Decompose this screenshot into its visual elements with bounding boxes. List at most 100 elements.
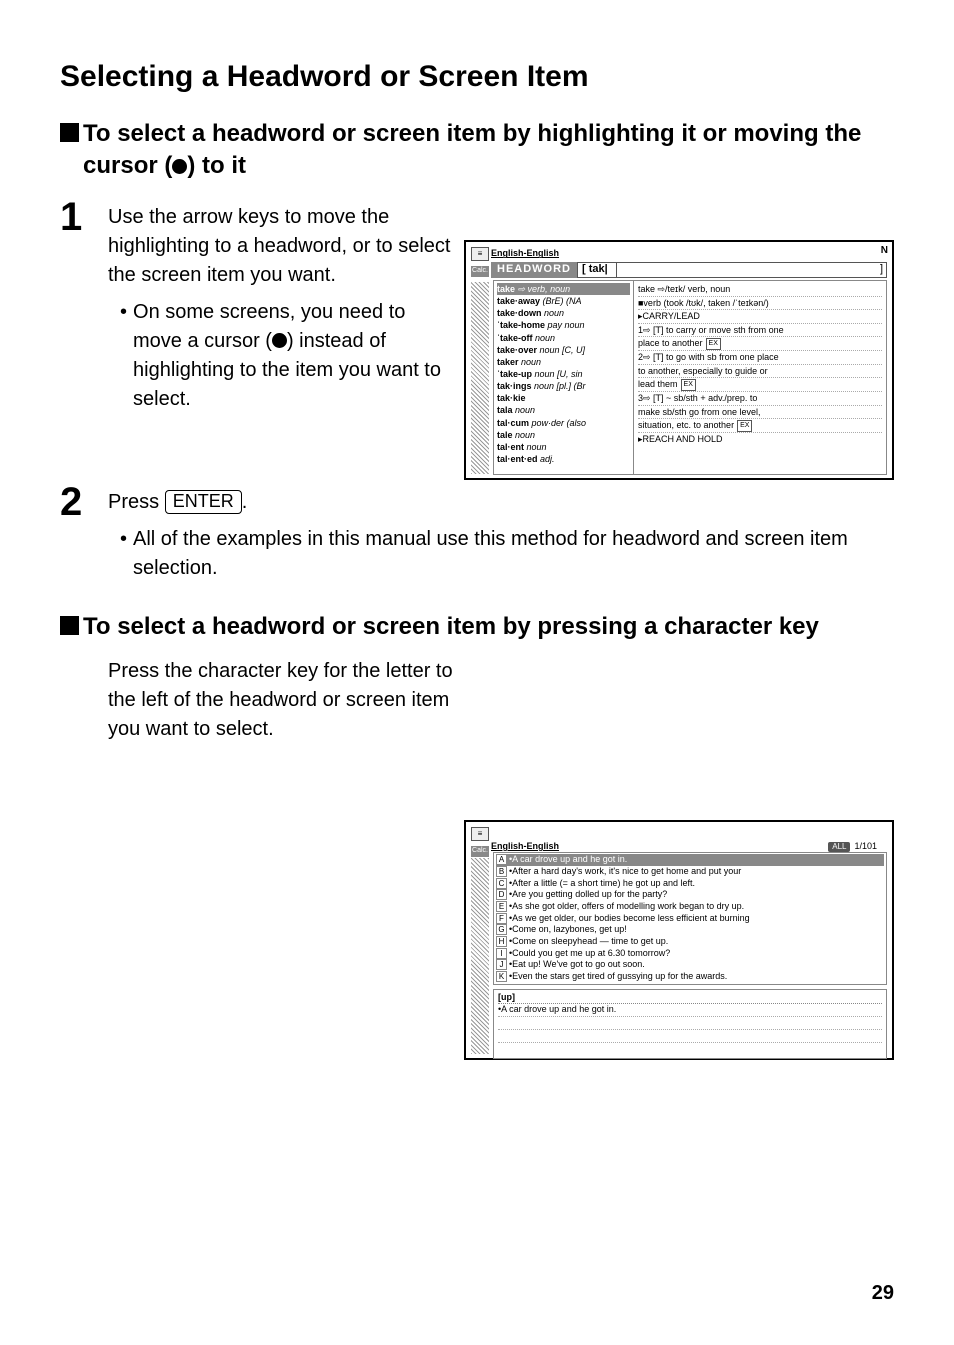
list-icon: ≡ (471, 247, 489, 261)
bullet-icon: • (120, 525, 127, 554)
ss2-pager: 1/101 (854, 841, 877, 852)
page-title: Selecting a Headword or Screen Item (60, 60, 894, 94)
ss1-left-item: tal·ent noun (497, 441, 630, 453)
ss2-item-text: •After a hard day's work, it's nice to g… (509, 866, 741, 878)
ss1-left-item: tak·ings noun [pl.] (Br (497, 380, 630, 392)
enter-key-label: ENTER (165, 490, 242, 514)
ss2-tab-label: English-English (491, 841, 559, 852)
ss2-letter-key: C (496, 878, 507, 889)
ss2-item-text: •Are you getting dolled up for the party… (509, 889, 667, 901)
ss1-left-item: taker noun (497, 356, 630, 368)
section1-header: To select a headword or screen item by h… (60, 118, 894, 183)
ss1-right-line: ▸REACH AND HOLD (638, 433, 882, 446)
ss1-left-item: tala noun (497, 404, 630, 416)
step2-row: 2 Press ENTER. • All of the examples in … (60, 482, 894, 583)
screenshot2-examples: ≡ Calc. English-English ALL 1/101 A•A ca… (464, 820, 894, 1060)
ss2-letter-key: K (496, 971, 507, 982)
ss2-bottom-panel: [up] •A car drove up and he got in. (493, 989, 887, 1059)
ss1-sidebar-hatch (471, 282, 489, 474)
ss1-right-line: to another, especially to guide or (638, 365, 882, 379)
ss1-left-item: ˈtake-home pay noun (497, 319, 630, 331)
ss1-headword-label: HEADWORD (491, 262, 577, 278)
bullet-icon: • (120, 298, 127, 327)
ss1-left-item: ˈtake-up noun [U, sin (497, 368, 630, 380)
ss2-item-text: •As she got older, offers of modelling w… (509, 901, 744, 913)
ss1-symbol: N (881, 245, 888, 258)
ss2-item-text: •A car drove up and he got in. (509, 854, 627, 866)
ss2-item-text: •Eat up! We've got to go out soon. (509, 959, 645, 971)
ss2-list-item: G•Come on, lazybones, get up! (496, 924, 884, 936)
ss1-right-line: 2⇨ [T] to go with sb from one place (638, 351, 882, 365)
ss2-list-item: I•Could you get me up at 6.30 tomorrow? (496, 948, 884, 960)
section2-text: Press the character key for the letter t… (60, 657, 460, 744)
step2-text: Press ENTER. (108, 488, 894, 517)
ss2-list-item: F•As we get older, our bodies become les… (496, 913, 884, 925)
list-icon: ≡ (471, 827, 489, 841)
ss2-letter-key: F (496, 913, 507, 924)
ss1-headword-input: [ tak| (577, 262, 617, 278)
ss2-letter-key: A (496, 854, 507, 865)
ss2-item-text: •After a little (= a short time) he got … (509, 878, 695, 890)
square-bullet-icon (60, 123, 79, 142)
step1-bullet: On some screens, you need to move a curs… (133, 298, 453, 414)
ss1-right-line: 3⇨ [T] ~ sb/sth + adv./prep. to (638, 392, 882, 406)
ss2-calc-label: Calc. (471, 846, 489, 857)
ss1-right-line: lead themEX (638, 378, 882, 392)
ss1-right-line: ▸CARRY/LEAD (638, 310, 882, 324)
ss2-letter-key: B (496, 866, 507, 877)
ss1-right-line: ■verb (took /tʊk/, taken /ˈteɪkən/) (638, 297, 882, 311)
ss1-left-item: take ⇨ verb, noun (497, 283, 630, 295)
ss2-bottom-label: [up] (498, 992, 882, 1004)
section2-title: To select a headword or screen item by p… (83, 611, 819, 643)
step1-text: Use the arrow keys to move the highlight… (108, 203, 463, 290)
ss2-list-item: C•After a little (= a short time) he got… (496, 878, 884, 890)
ss2-sidebar-hatch (471, 858, 489, 1054)
ss2-bottom-text: •A car drove up and he got in. (498, 1004, 882, 1017)
ss2-letter-key: D (496, 889, 507, 900)
ss1-left-column: take ⇨ verb, nountake·away (BrE) (NAtake… (494, 281, 634, 474)
ss2-item-text: •Could you get me up at 6.30 tomorrow? (509, 948, 670, 960)
ss1-right-line: situation, etc. to anotherEX (638, 419, 882, 433)
ss1-left-item: take·over noun [C, U] (497, 344, 630, 356)
ss1-tab-label: English-English (491, 248, 559, 259)
ss2-letter-key: G (496, 924, 507, 935)
ss2-list-item: K•Even the stars get tired of gussying u… (496, 971, 884, 983)
section1-title: To select a headword or screen item by h… (83, 118, 894, 183)
ss2-item-text: •Come on, lazybones, get up! (509, 924, 627, 936)
ss1-left-item: tal·ent·ed adj. (497, 453, 630, 465)
ss2-list-item: A•A car drove up and he got in. (496, 854, 884, 866)
ss1-left-item: ˈtake-off noun (497, 332, 630, 344)
ss2-letter-key: I (496, 948, 507, 959)
ss2-letter-key: H (496, 936, 507, 947)
ss1-right-line: place to anotherEX (638, 337, 882, 351)
ss2-list-item: E•As she got older, offers of modelling … (496, 901, 884, 913)
ss1-left-item: take·down noun (497, 307, 630, 319)
ss2-item-text: •Even the stars get tired of gussying up… (509, 971, 727, 983)
ss2-letter-key: E (496, 901, 507, 912)
ss2-list-item: J•Eat up! We've got to go out soon. (496, 959, 884, 971)
ss2-item-text: •As we get older, our bodies become less… (509, 913, 750, 925)
ss1-right-column: take ⇨/teɪk/ verb, noun■verb (took /tʊk/… (634, 281, 886, 474)
step2-number: 2 (60, 482, 108, 522)
ss1-right-line: make sb/sth go from one level, (638, 406, 882, 420)
ss2-list-item: B•After a hard day's work, it's nice to … (496, 866, 884, 878)
ss2-list-item: D•Are you getting dolled up for the part… (496, 889, 884, 901)
ss2-all-badge: ALL (828, 842, 850, 852)
ss1-right-line: 1⇨ [T] to carry or move sth from one (638, 324, 882, 338)
square-bullet-icon (60, 616, 79, 635)
step2-bullet: All of the examples in this manual use t… (133, 525, 894, 583)
ss1-left-item: tal·cum pow·der (also (497, 417, 630, 429)
ss2-letter-key: J (496, 959, 507, 970)
ss2-list-item: H•Come on sleepyhead — time to get up. (496, 936, 884, 948)
ss1-left-item: take·away (BrE) (NA (497, 295, 630, 307)
section2-header: To select a headword or screen item by p… (60, 611, 894, 643)
ss1-calc-label: Calc. (471, 266, 489, 277)
step1-number: 1 (60, 197, 108, 237)
ss1-right-line: take ⇨/teɪk/ verb, noun (638, 283, 882, 297)
ss2-item-text: •Come on sleepyhead — time to get up. (509, 936, 668, 948)
ss2-list: A•A car drove up and he got in.B•After a… (493, 852, 887, 985)
page-number: 29 (872, 1282, 894, 1305)
ss1-left-item: tale noun (497, 429, 630, 441)
ss1-left-item: tak·kie (497, 392, 630, 404)
screenshot1-dictionary: N ≡ English-English Calc. HEADWORD [ tak… (464, 240, 894, 480)
